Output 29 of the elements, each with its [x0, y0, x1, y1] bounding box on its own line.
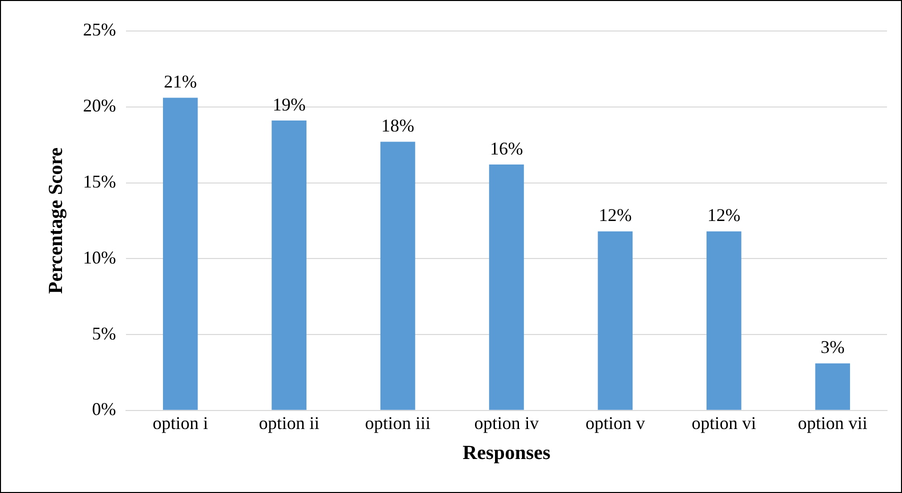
bar: [272, 120, 306, 410]
bar: [815, 363, 850, 410]
x-axis-title: Responses: [462, 442, 551, 464]
x-tick-label: option iii: [365, 412, 431, 433]
data-label: 16%: [490, 138, 523, 158]
x-tick-label: option vi: [692, 412, 756, 433]
x-tick-label: option iv: [474, 412, 539, 433]
y-tick-label: 5%: [92, 323, 116, 344]
bar: [380, 142, 416, 410]
y-tick-label: 20%: [82, 96, 116, 116]
y-tick-label: 15%: [82, 171, 116, 192]
y-tick-label: 0%: [92, 399, 116, 420]
bar: [598, 231, 633, 410]
data-label: 3%: [820, 337, 845, 358]
bar: [489, 164, 524, 410]
data-label: 19%: [272, 94, 306, 114]
bar: [706, 231, 742, 410]
data-label: 12%: [707, 205, 740, 226]
data-label: 12%: [598, 205, 632, 226]
data-label: 21%: [164, 72, 197, 92]
y-tick-label: 10%: [82, 247, 116, 268]
x-tick-label: option v: [585, 412, 645, 433]
x-tick-label: option ii: [258, 412, 320, 433]
bar: [162, 98, 198, 410]
x-tick-label: option vii: [798, 412, 868, 433]
x-tick-label: option i: [152, 412, 208, 433]
y-tick-label: 25%: [82, 20, 116, 40]
data-label: 18%: [381, 116, 414, 136]
y-axis-title: Percentage Score: [45, 147, 68, 294]
